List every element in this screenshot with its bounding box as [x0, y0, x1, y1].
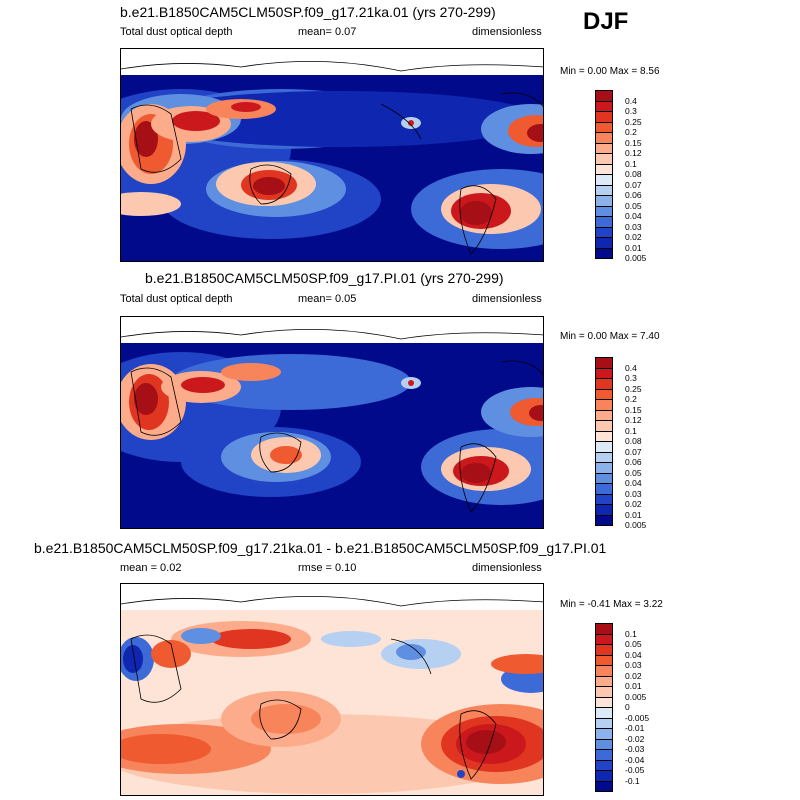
panel1-mean: mean= 0.07 [298, 26, 356, 38]
colorbar-swatch [595, 515, 613, 527]
colorbar-level-label: 0.04 [625, 211, 642, 221]
colorbar-level-label: 0.12 [625, 148, 642, 158]
colorbar-level-label: -0.1 [625, 776, 640, 786]
colorbar-level-label: 0.04 [625, 650, 642, 660]
colorbar-level-label: 0.2 [625, 394, 637, 404]
colorbar-level-label: -0.01 [625, 723, 644, 733]
panel1-minmax: Min = 0.00 Max = 8.56 [560, 66, 660, 77]
panel3-colorbar: 0.1 0.05 0.04 0.03 0.02 0.01 0.005 0 -0.005 -0.01… [595, 623, 613, 791]
colorbar-level-label: 0.25 [625, 384, 642, 394]
colorbar-level-label: 0.005 [625, 520, 646, 530]
colorbar-level-label: 0.05 [625, 468, 642, 478]
season-label: DJF [583, 8, 628, 36]
colorbar-level-label: -0.03 [625, 744, 644, 754]
panel1-colorbar: 0.4 0.3 0.25 0.2 0.15 0.12 0.1 0.08 0.07 0.06 0.05… [595, 90, 613, 258]
colorbar-level-label: 0.02 [625, 499, 642, 509]
panel3-map [120, 583, 544, 796]
panel1-left-label: Total dust optical depth [120, 26, 233, 38]
colorbar-swatch [595, 248, 613, 260]
colorbar-level-label: 0.02 [625, 671, 642, 681]
colorbar-level-label: 0.01 [625, 510, 642, 520]
colorbar-level-label: 0.08 [625, 436, 642, 446]
colorbar-level-label: 0.15 [625, 405, 642, 415]
colorbar-level-label: 0.06 [625, 190, 642, 200]
colorbar-level-label: 0.2 [625, 127, 637, 137]
panel2-left-label: Total dust optical depth [120, 293, 233, 305]
colorbar-level-label: 0.03 [625, 489, 642, 499]
colorbar-level-label: 0.07 [625, 447, 642, 457]
colorbar-level-label: 0 [625, 702, 630, 712]
colorbar-level-label: 0.1 [625, 159, 637, 169]
panel2-colorbar: 0.4 0.3 0.25 0.2 0.15 0.12 0.1 0.08 0.07 0.06 0.05… [595, 357, 613, 525]
panel3-rmse: rmse = 0.10 [298, 562, 356, 574]
colorbar-swatch [595, 781, 613, 793]
colorbar-level-label: 0.12 [625, 415, 642, 425]
panel3-mean: mean = 0.02 [120, 562, 181, 574]
colorbar-level-label: 0.005 [625, 253, 646, 263]
colorbar-level-label: -0.05 [625, 765, 644, 775]
panel3-units: dimensionless [472, 562, 542, 574]
panel3-title: b.e21.B1850CAM5CLM50SP.f09_g17.21ka.01 -… [34, 540, 606, 556]
panel1-title: b.e21.B1850CAM5CLM50SP.f09_g17.21ka.01 (… [120, 4, 496, 20]
colorbar-level-label: 0.1 [625, 426, 637, 436]
colorbar-level-label: 0.01 [625, 243, 642, 253]
panel2-title: b.e21.B1850CAM5CLM50SP.f09_g17.PI.01 (yr… [145, 270, 504, 286]
colorbar-level-label: 0.25 [625, 117, 642, 127]
colorbar-level-label: 0.3 [625, 106, 637, 116]
panel2-mean: mean= 0.05 [298, 293, 356, 305]
colorbar-level-label: 0.07 [625, 180, 642, 190]
colorbar-level-label: -0.04 [625, 755, 644, 765]
panel2-map [120, 316, 544, 529]
colorbar-level-label: 0.4 [625, 363, 637, 373]
colorbar-level-label: 0.4 [625, 96, 637, 106]
colorbar-level-label: 0.03 [625, 660, 642, 670]
panel2-units: dimensionless [472, 293, 542, 305]
colorbar-level-label: -0.02 [625, 734, 644, 744]
panel1-units: dimensionless [472, 26, 542, 38]
colorbar-level-label: 0.06 [625, 457, 642, 467]
colorbar-level-label: 0.08 [625, 169, 642, 179]
colorbar-level-label: 0.01 [625, 681, 642, 691]
colorbar-level-label: 0.3 [625, 373, 637, 383]
colorbar-level-label: 0.005 [625, 692, 646, 702]
colorbar-level-label: 0.04 [625, 478, 642, 488]
colorbar-level-label: 0.05 [625, 201, 642, 211]
colorbar-level-label: 0.03 [625, 222, 642, 232]
colorbar-level-label: 0.15 [625, 138, 642, 148]
panel3-minmax: Min = -0.41 Max = 3.22 [560, 599, 663, 610]
panel2-minmax: Min = 0.00 Max = 7.40 [560, 331, 660, 342]
panel1-map [120, 48, 544, 262]
colorbar-level-label: -0.005 [625, 713, 649, 723]
colorbar-level-label: 0.02 [625, 232, 642, 242]
colorbar-level-label: 0.1 [625, 629, 637, 639]
colorbar-level-label: 0.05 [625, 639, 642, 649]
